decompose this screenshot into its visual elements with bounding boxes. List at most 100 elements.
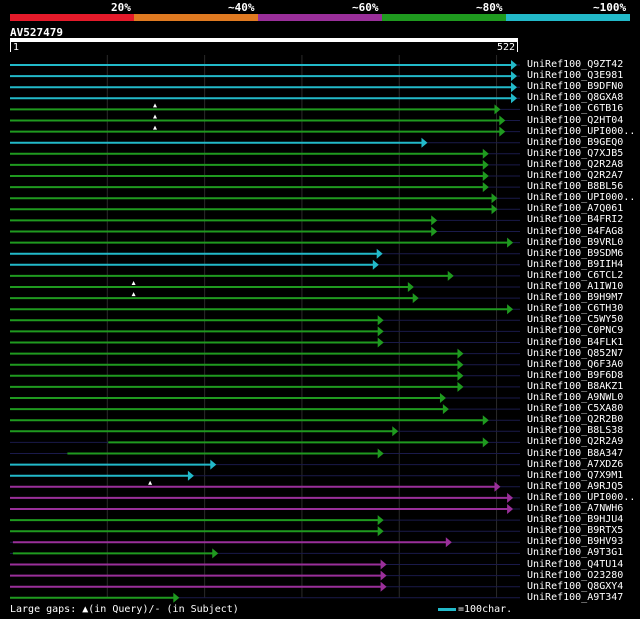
hit-name[interactable]: UniRef100_A9T3G1: [527, 547, 624, 559]
hit-arrow-head: [210, 459, 217, 470]
hit-arrow-head: [482, 171, 489, 181]
hit-arrow-head: [482, 159, 489, 170]
hit-name[interactable]: UniRef100_A9NWL0: [527, 392, 624, 403]
legend-segment: [134, 14, 258, 21]
hit-name[interactable]: UniRef100_UPI000..: [527, 491, 636, 503]
hit-arrow-head: [442, 404, 449, 415]
hit-name[interactable]: UniRef100_A9T347: [527, 591, 624, 603]
hit-name[interactable]: UniRef100_B4FRI2: [527, 214, 624, 226]
hit-name[interactable]: UniRef100_B9SDM6: [527, 247, 624, 259]
hit-arrow-head: [173, 592, 180, 603]
hit-arrow-head: [377, 515, 384, 526]
hit-name[interactable]: UniRef100_Q7XJB5: [527, 147, 624, 159]
hit-arrow-head: [212, 548, 219, 559]
legend-segment: [10, 14, 134, 21]
hit-name[interactable]: UniRef100_UPI000..: [527, 192, 636, 204]
identity-legend-bar: [10, 14, 630, 21]
hit-arrow-head: [447, 270, 454, 281]
hit-arrow-head: [421, 137, 428, 148]
hit-name[interactable]: UniRef100_C6TH30: [527, 303, 624, 315]
hit-arrow-head: [412, 293, 419, 304]
legend-segment: [258, 14, 382, 21]
hit-arrow-head: [377, 448, 384, 459]
query-gap-marker: [152, 103, 157, 108]
hit-arrow-head: [377, 326, 384, 337]
hit-arrow-head: [491, 204, 498, 215]
hit-name[interactable]: UniRef100_B9RTX5: [527, 525, 624, 537]
hit-arrow-head: [376, 248, 383, 259]
hit-name[interactable]: UniRef100_B4FLK1: [527, 336, 624, 348]
hit-name[interactable]: UniRef100_B9H9M7: [527, 292, 624, 304]
hit-arrow-head: [377, 315, 384, 326]
legend-segment: [506, 14, 630, 21]
hit-name[interactable]: UniRef100_B9DFN0: [527, 81, 624, 93]
hit-name[interactable]: UniRef100_A7NWH6: [527, 503, 624, 514]
hit-name[interactable]: UniRef100_C6TCL2: [527, 269, 624, 281]
hit-name[interactable]: UniRef100_A9RJQ5: [527, 480, 624, 492]
hit-name[interactable]: UniRef100_C5WY50: [527, 314, 624, 326]
hit-name[interactable]: UniRef100_B9VRL0: [527, 236, 624, 248]
hit-arrow-head: [380, 570, 387, 581]
hit-name[interactable]: UniRef100_B9HV93: [527, 536, 624, 548]
hit-name[interactable]: UniRef100_Q2R2A8: [527, 158, 624, 170]
hit-name[interactable]: UniRef100_B9F6D8: [527, 369, 624, 381]
query-ruler: [10, 38, 518, 42]
hit-arrow-head: [499, 115, 506, 126]
legend-label: 20%: [111, 1, 131, 14]
hit-arrow-head: [511, 93, 517, 104]
hit-arrow-head: [457, 348, 464, 359]
query-gap-marker: [131, 292, 136, 297]
hit-name[interactable]: UniRef100_B8A347: [527, 447, 624, 459]
query-gap-marker: [148, 480, 153, 485]
hit-arrow-head: [507, 304, 514, 315]
hit-name[interactable]: UniRef100_A7XDZ6: [527, 458, 624, 470]
hit-name[interactable]: UniRef100_B4FAG8: [527, 225, 624, 237]
hit-name[interactable]: UniRef100_Q2R2A9: [527, 436, 624, 448]
hit-arrow-head: [482, 148, 489, 159]
hit-name[interactable]: UniRef100_Q8GXA8: [527, 92, 624, 104]
hit-name[interactable]: UniRef100_B8AKZ1: [527, 380, 624, 392]
legend-label: ~60%: [352, 1, 379, 14]
hit-name[interactable]: UniRef100_C0PNC9: [527, 325, 624, 337]
hit-arrow-head: [431, 215, 438, 226]
ruler-end-label: 522: [497, 42, 516, 53]
hit-name[interactable]: UniRef100_Q4TU14: [527, 558, 624, 570]
hit-arrow-head: [372, 259, 379, 270]
hit-arrow-head: [507, 504, 514, 514]
hit-name[interactable]: UniRef100_B9HJU4: [527, 514, 624, 526]
hit-name[interactable]: UniRef100_C6TB16: [527, 103, 624, 115]
hit-arrow-head: [494, 104, 501, 115]
query-title: AV527479: [10, 26, 63, 39]
hit-arrow-head: [482, 415, 489, 426]
hit-name[interactable]: UniRef100_O23280: [527, 569, 624, 581]
hit-name[interactable]: UniRef100_B9IIH4: [527, 258, 624, 270]
hit-name[interactable]: UniRef100_Q2R2A7: [527, 170, 624, 181]
hit-name[interactable]: UniRef100_Q3E981: [527, 70, 624, 82]
hit-name[interactable]: UniRef100_Q8GXY4: [527, 580, 624, 592]
hit-arrow-head: [407, 282, 414, 292]
hit-arrow-head: [499, 126, 506, 137]
query-gap-marker: [152, 114, 157, 119]
hit-name[interactable]: UniRef100_Q852N7: [527, 347, 624, 359]
hit-name[interactable]: UniRef100_Q2HT04: [527, 114, 624, 126]
hit-arrow-head: [392, 426, 399, 437]
hit-arrow-head: [511, 60, 517, 70]
hit-arrow-head: [457, 359, 464, 370]
hit-name[interactable]: UniRef100_Q7X9M1: [527, 469, 624, 481]
hit-name[interactable]: UniRef100_Q6F3A0: [527, 358, 624, 370]
hit-name[interactable]: UniRef100_C5XA80: [527, 403, 624, 415]
hit-name[interactable]: UniRef100_B9GEQ0: [527, 136, 624, 148]
hit-arrow-head: [494, 481, 501, 492]
hit-name[interactable]: UniRef100_Q2R2B0: [527, 414, 624, 426]
hit-name[interactable]: UniRef100_Q9ZT42: [527, 59, 624, 70]
hit-name[interactable]: UniRef100_A1IW10: [527, 281, 624, 292]
hit-arrow-head: [491, 193, 498, 204]
query-gap-marker: [131, 281, 136, 285]
query-gap-marker: [152, 125, 157, 130]
hit-name[interactable]: UniRef100_UPI000..: [527, 125, 636, 137]
scale-bar: [438, 607, 456, 611]
hit-name[interactable]: UniRef100_A7Q061: [527, 203, 624, 215]
hit-name[interactable]: UniRef100_B8LS38: [527, 425, 624, 437]
hit-name[interactable]: UniRef100_B8BL56: [527, 181, 624, 193]
